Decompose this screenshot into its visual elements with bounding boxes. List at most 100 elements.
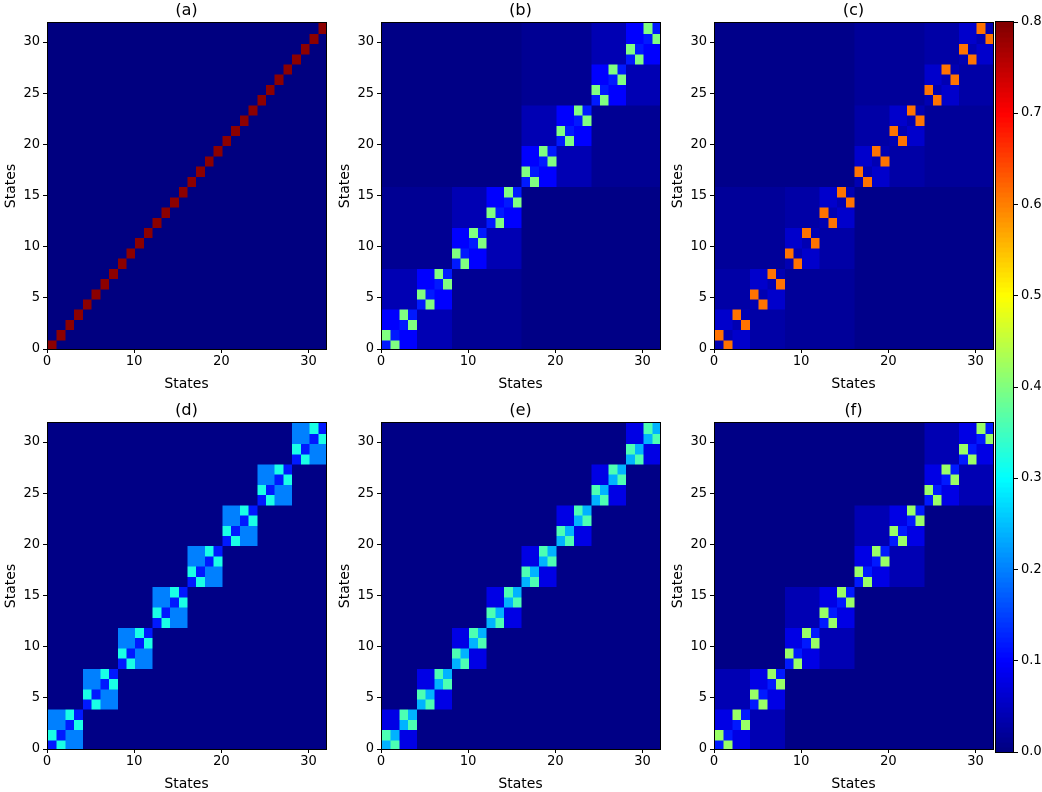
heatmap-cell [574,227,583,238]
heatmap-cell [889,125,898,136]
heatmap-cell [495,689,504,700]
heatmap-cell [266,268,275,279]
heatmap-cell [126,54,135,65]
heatmap-cell [452,587,461,598]
heatmap-cell [48,474,57,485]
heatmap-cell [583,597,592,608]
heatmap-cell [583,289,592,300]
heatmap-cell [565,576,574,587]
heatmap-cell [583,258,592,269]
heatmap-cell [170,340,179,350]
heatmap-cell [266,668,275,679]
heatmap-cell [179,484,188,495]
heatmap-cell [539,115,548,126]
heatmap-cell [793,268,802,279]
heatmap-cell [283,535,292,546]
heatmap-cell [214,43,223,54]
heatmap-cell [179,423,188,434]
heatmap-cell [74,289,83,300]
heatmap-cell [591,668,600,679]
heatmap-cell [249,33,258,44]
heatmap-cell [916,23,925,34]
heatmap-cell [135,454,144,465]
heatmap-cell [820,146,829,157]
heatmap-cell [950,340,959,350]
heatmap-cell [495,187,504,198]
heatmap-cell [495,515,504,526]
heatmap-cell [249,719,258,730]
heatmap-cell [266,525,275,536]
heatmap-cell [205,617,214,628]
heatmap-cell [74,668,83,679]
heatmap-cell [57,495,66,506]
heatmap-cell [452,319,461,330]
heatmap-cell [310,535,319,546]
heatmap-cell [399,95,408,106]
heatmap-cell [556,556,565,567]
heatmap-cell [196,105,205,116]
heatmap-cell [539,719,548,730]
heatmap-cell [785,84,794,95]
heatmap-cell [170,484,179,495]
heatmap-cell [828,135,837,146]
heatmap-cell [609,658,618,669]
heatmap-cell [460,617,469,628]
heatmap-cell [249,505,258,516]
heatmap-cell [724,125,733,136]
heatmap-cell [426,54,435,65]
heatmap-cell [855,95,864,106]
heatmap-cell [318,176,327,187]
heatmap-cell [863,115,872,126]
heatmap-cell [548,238,557,249]
y-tick-mark [43,697,47,698]
heatmap-cell [495,556,504,567]
heatmap-cell [548,278,557,289]
heatmap-cell [100,84,109,95]
heatmap-cell [924,207,933,218]
heatmap-cell [539,227,548,238]
heatmap-cell [408,607,417,618]
heatmap-cell [644,638,653,649]
heatmap-cell [205,597,214,608]
heatmap-cell [214,289,223,300]
heatmap-cell [539,54,548,65]
heatmap-cell [487,658,496,669]
heatmap-svg [715,23,994,350]
heatmap-cell [530,258,539,269]
heatmap-cell [399,668,408,679]
heatmap-cell [214,176,223,187]
y-tick-mark [43,544,47,545]
heatmap-cell [144,546,153,557]
heatmap-cell [188,187,197,198]
heatmap-cell [977,330,986,341]
heatmap-cell [434,495,443,506]
heatmap-cell [652,525,661,536]
y-tick-label: 5 [13,291,40,304]
heatmap-cell [83,566,92,577]
heatmap-cell [283,33,292,44]
heatmap-cell [283,730,292,741]
heatmap-cell [434,176,443,187]
heatmap-cell [478,197,487,208]
heatmap-cell [548,135,557,146]
heatmap-cell [574,238,583,249]
heatmap-cell [161,278,170,289]
heatmap-cell [565,505,574,516]
heatmap-cell [750,43,759,54]
heatmap-cell [240,587,249,598]
x-tick-label: 20 [209,355,233,368]
heatmap-cell [609,299,618,310]
heatmap-cell [942,268,951,279]
heatmap-cell [741,299,750,310]
heatmap-cell [574,638,583,649]
heatmap-cell [275,340,284,350]
heatmap-cell [759,340,768,350]
heatmap-cell [222,515,231,526]
heatmap-cell [135,166,144,177]
heatmap-cell [283,217,292,228]
heatmap-cell [565,699,574,710]
heatmap-cell [275,648,284,659]
heatmap-cell [556,135,565,146]
heatmap-cell [318,719,327,730]
heatmap-cell [48,576,57,587]
